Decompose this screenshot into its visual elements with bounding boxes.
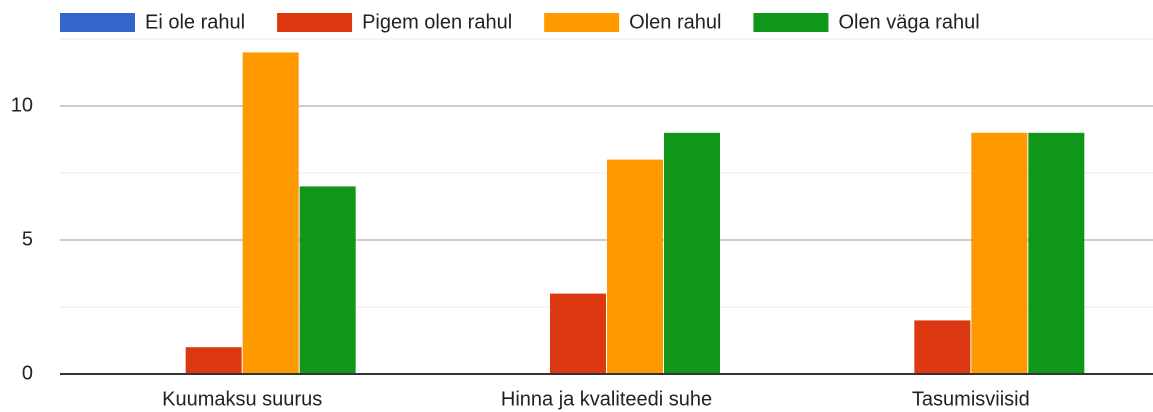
y-tick-label: 5 [22, 228, 33, 250]
legend-swatch [277, 13, 353, 32]
legend-label: Olen rahul [629, 11, 721, 33]
legend-label: Pigem olen rahul [362, 11, 512, 33]
legend-label: Olen väga rahul [838, 11, 979, 33]
bar [242, 52, 299, 375]
legend-swatch [753, 13, 829, 32]
bar [550, 293, 606, 374]
bar [299, 186, 356, 374]
y-tick-label: 10 [11, 94, 33, 116]
legend-swatch [544, 13, 620, 32]
bar [914, 320, 971, 374]
legend-label: Ei ole rahul [145, 11, 245, 33]
bar [185, 347, 242, 374]
x-tick-label: Hinna ja kvaliteedi suhe [501, 388, 712, 410]
bar [1028, 132, 1085, 374]
bar [971, 132, 1028, 374]
bar [664, 132, 720, 374]
legend-swatch [60, 13, 135, 32]
y-tick-label: 0 [22, 362, 33, 384]
x-tick-label: Kuumaksu suurus [162, 388, 322, 410]
bar [607, 159, 663, 374]
x-tick-label: Tasumisviisid [912, 388, 1030, 410]
